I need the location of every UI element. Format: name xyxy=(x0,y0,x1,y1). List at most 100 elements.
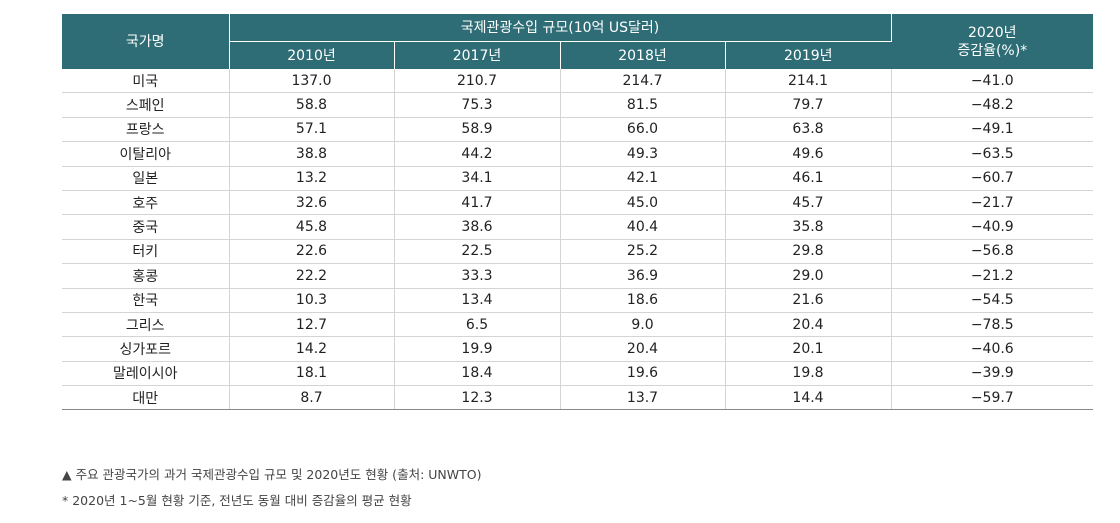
country-cell: 한국 xyxy=(62,288,230,313)
country-cell: 그리스 xyxy=(62,312,230,338)
value-2019-cell: 29.0 xyxy=(725,263,892,289)
table-row: 말레이시아 18.1 18.4 19.6 19.8 −39.9 xyxy=(62,361,1094,387)
value-2018-cell: 36.9 xyxy=(560,263,726,289)
value-2010-cell: 58.8 xyxy=(229,92,395,118)
country-cell: 터키 xyxy=(62,239,230,265)
value-2017-cell: 18.4 xyxy=(394,361,561,387)
value-2010-cell: 137.0 xyxy=(229,69,395,94)
change-cell: −49.1 xyxy=(891,117,1094,143)
value-2018-cell: 20.4 xyxy=(560,336,726,362)
value-2017-cell: 13.4 xyxy=(394,288,561,313)
year-header-2019: 2019년 xyxy=(725,41,892,69)
value-2010-cell: 14.2 xyxy=(229,336,395,362)
value-2018-cell: 66.0 xyxy=(560,117,726,143)
value-2018-cell: 42.1 xyxy=(560,166,726,191)
value-2019-cell: 20.1 xyxy=(725,336,892,362)
change-header-line1: 2020년 xyxy=(968,24,1017,41)
value-2010-cell: 32.6 xyxy=(229,190,395,216)
year-header-2010: 2010년 xyxy=(229,41,395,69)
country-cell: 싱가포르 xyxy=(62,336,230,362)
value-2010-cell: 45.8 xyxy=(229,214,395,240)
value-2019-cell: 14.4 xyxy=(725,385,892,411)
country-cell: 스페인 xyxy=(62,92,230,118)
value-2019-cell: 214.1 xyxy=(725,69,892,94)
table-row: 중국 45.8 38.6 40.4 35.8 −40.9 xyxy=(62,214,1094,240)
country-cell: 홍콩 xyxy=(62,263,230,289)
value-2017-cell: 19.9 xyxy=(394,336,561,362)
value-2019-cell: 49.6 xyxy=(725,141,892,167)
value-2018-cell: 214.7 xyxy=(560,69,726,94)
value-2018-cell: 45.0 xyxy=(560,190,726,216)
change-cell: −59.7 xyxy=(891,385,1094,411)
footnote: * 2020년 1~5월 현황 기준, 전년도 동월 대비 증감율의 평균 현황 xyxy=(62,493,412,508)
value-2010-cell: 8.7 xyxy=(229,385,395,411)
table-row: 일본 13.2 34.1 42.1 46.1 −60.7 xyxy=(62,166,1094,191)
value-2018-cell: 18.6 xyxy=(560,288,726,313)
value-2019-cell: 29.8 xyxy=(725,239,892,265)
value-2018-cell: 9.0 xyxy=(560,312,726,338)
value-2010-cell: 22.6 xyxy=(229,239,395,265)
change-cell: −39.9 xyxy=(891,361,1094,387)
notes: ▲ 주요 관광국가의 과거 국제관광수입 규모 및 2020년도 현황 (출처:… xyxy=(62,465,481,517)
country-cell: 말레이시아 xyxy=(62,361,230,387)
value-2017-cell: 38.6 xyxy=(394,214,561,240)
change-cell: −78.5 xyxy=(891,312,1094,338)
change-cell: −48.2 xyxy=(891,92,1094,118)
table-row: 스페인 58.8 75.3 81.5 79.7 −48.2 xyxy=(62,92,1094,118)
country-cell: 호주 xyxy=(62,190,230,216)
revenue-group-header: 국제관광수입 규모(10억 US달러) xyxy=(229,14,892,42)
table-row: 한국 10.3 13.4 18.6 21.6 −54.5 xyxy=(62,288,1094,313)
year-header-2018: 2018년 xyxy=(560,41,726,69)
table-row: 프랑스 57.1 58.9 66.0 63.8 −49.1 xyxy=(62,117,1094,143)
value-2017-cell: 210.7 xyxy=(394,69,561,94)
table-row: 홍콩 22.2 33.3 36.9 29.0 −21.2 xyxy=(62,263,1094,289)
country-cell: 대만 xyxy=(62,385,230,411)
table-row: 싱가포르 14.2 19.9 20.4 20.1 −40.6 xyxy=(62,336,1094,362)
change-cell: −54.5 xyxy=(891,288,1094,313)
value-2019-cell: 35.8 xyxy=(725,214,892,240)
value-2018-cell: 81.5 xyxy=(560,92,726,118)
value-2010-cell: 57.1 xyxy=(229,117,395,143)
country-cell: 중국 xyxy=(62,214,230,240)
table-row: 이탈리아 38.8 44.2 49.3 49.6 −63.5 xyxy=(62,141,1094,167)
value-2018-cell: 49.3 xyxy=(560,141,726,167)
value-2018-cell: 19.6 xyxy=(560,361,726,387)
value-2017-cell: 44.2 xyxy=(394,141,561,167)
value-2019-cell: 20.4 xyxy=(725,312,892,338)
country-cell: 미국 xyxy=(62,69,230,94)
value-2010-cell: 10.3 xyxy=(229,288,395,313)
change-cell: −60.7 xyxy=(891,166,1094,191)
country-cell: 일본 xyxy=(62,166,230,191)
country-cell: 프랑스 xyxy=(62,117,230,143)
value-2018-cell: 13.7 xyxy=(560,385,726,411)
change-cell: −40.9 xyxy=(891,214,1094,240)
value-2010-cell: 38.8 xyxy=(229,141,395,167)
value-2018-cell: 25.2 xyxy=(560,239,726,265)
value-2017-cell: 58.9 xyxy=(394,117,561,143)
table-row: 그리스 12.7 6.5 9.0 20.4 −78.5 xyxy=(62,312,1094,338)
value-2017-cell: 12.3 xyxy=(394,385,561,411)
value-2019-cell: 19.8 xyxy=(725,361,892,387)
value-2019-cell: 63.8 xyxy=(725,117,892,143)
value-2017-cell: 34.1 xyxy=(394,166,561,191)
value-2010-cell: 13.2 xyxy=(229,166,395,191)
value-2019-cell: 46.1 xyxy=(725,166,892,191)
change-header-line2: 증감율(%)* xyxy=(957,42,1028,59)
change-cell: −21.7 xyxy=(891,190,1094,216)
country-header: 국가명 xyxy=(62,14,230,69)
table-row: 대만 8.7 12.3 13.7 14.4 −59.7 xyxy=(62,385,1094,411)
change-cell: −63.5 xyxy=(891,141,1094,167)
tourism-revenue-table: 국가명 국제관광수입 규모(10억 US달러) 2020년 증감율(%)* 20… xyxy=(62,14,1094,411)
table-row: 터키 22.6 22.5 25.2 29.8 −56.8 xyxy=(62,239,1094,265)
table-body: 미국 137.0 210.7 214.7 214.1 −41.0 스페인 58.8 75.3 81… xyxy=(62,69,1094,411)
change-cell: −21.2 xyxy=(891,263,1094,289)
value-2017-cell: 41.7 xyxy=(394,190,561,216)
value-2010-cell: 22.2 xyxy=(229,263,395,289)
change-header: 2020년 증감율(%)* xyxy=(891,14,1094,69)
value-2010-cell: 18.1 xyxy=(229,361,395,387)
value-2018-cell: 40.4 xyxy=(560,214,726,240)
value-2019-cell: 21.6 xyxy=(725,288,892,313)
country-cell: 이탈리아 xyxy=(62,141,230,167)
value-2010-cell: 12.7 xyxy=(229,312,395,338)
